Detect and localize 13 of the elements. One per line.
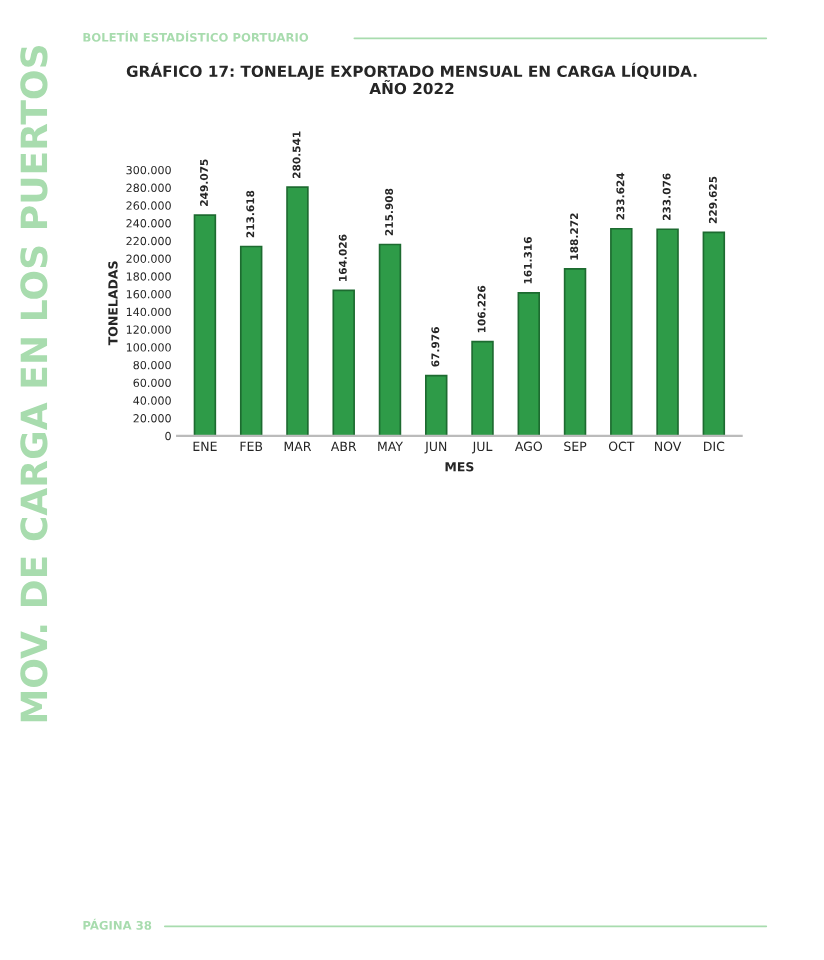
bar: [332, 289, 355, 436]
bar: [193, 214, 217, 436]
text: MOV. DE CARGA EN LOS PUERTOS: [20, 45, 48, 722]
bar: [471, 340, 494, 436]
bar: [425, 374, 448, 436]
bar: [378, 243, 402, 436]
bar: [563, 268, 587, 436]
bar: [286, 186, 309, 436]
bar: [517, 292, 541, 436]
bar: [610, 227, 633, 436]
bar: [239, 245, 263, 436]
bar: [656, 228, 679, 436]
bar: [702, 231, 726, 436]
